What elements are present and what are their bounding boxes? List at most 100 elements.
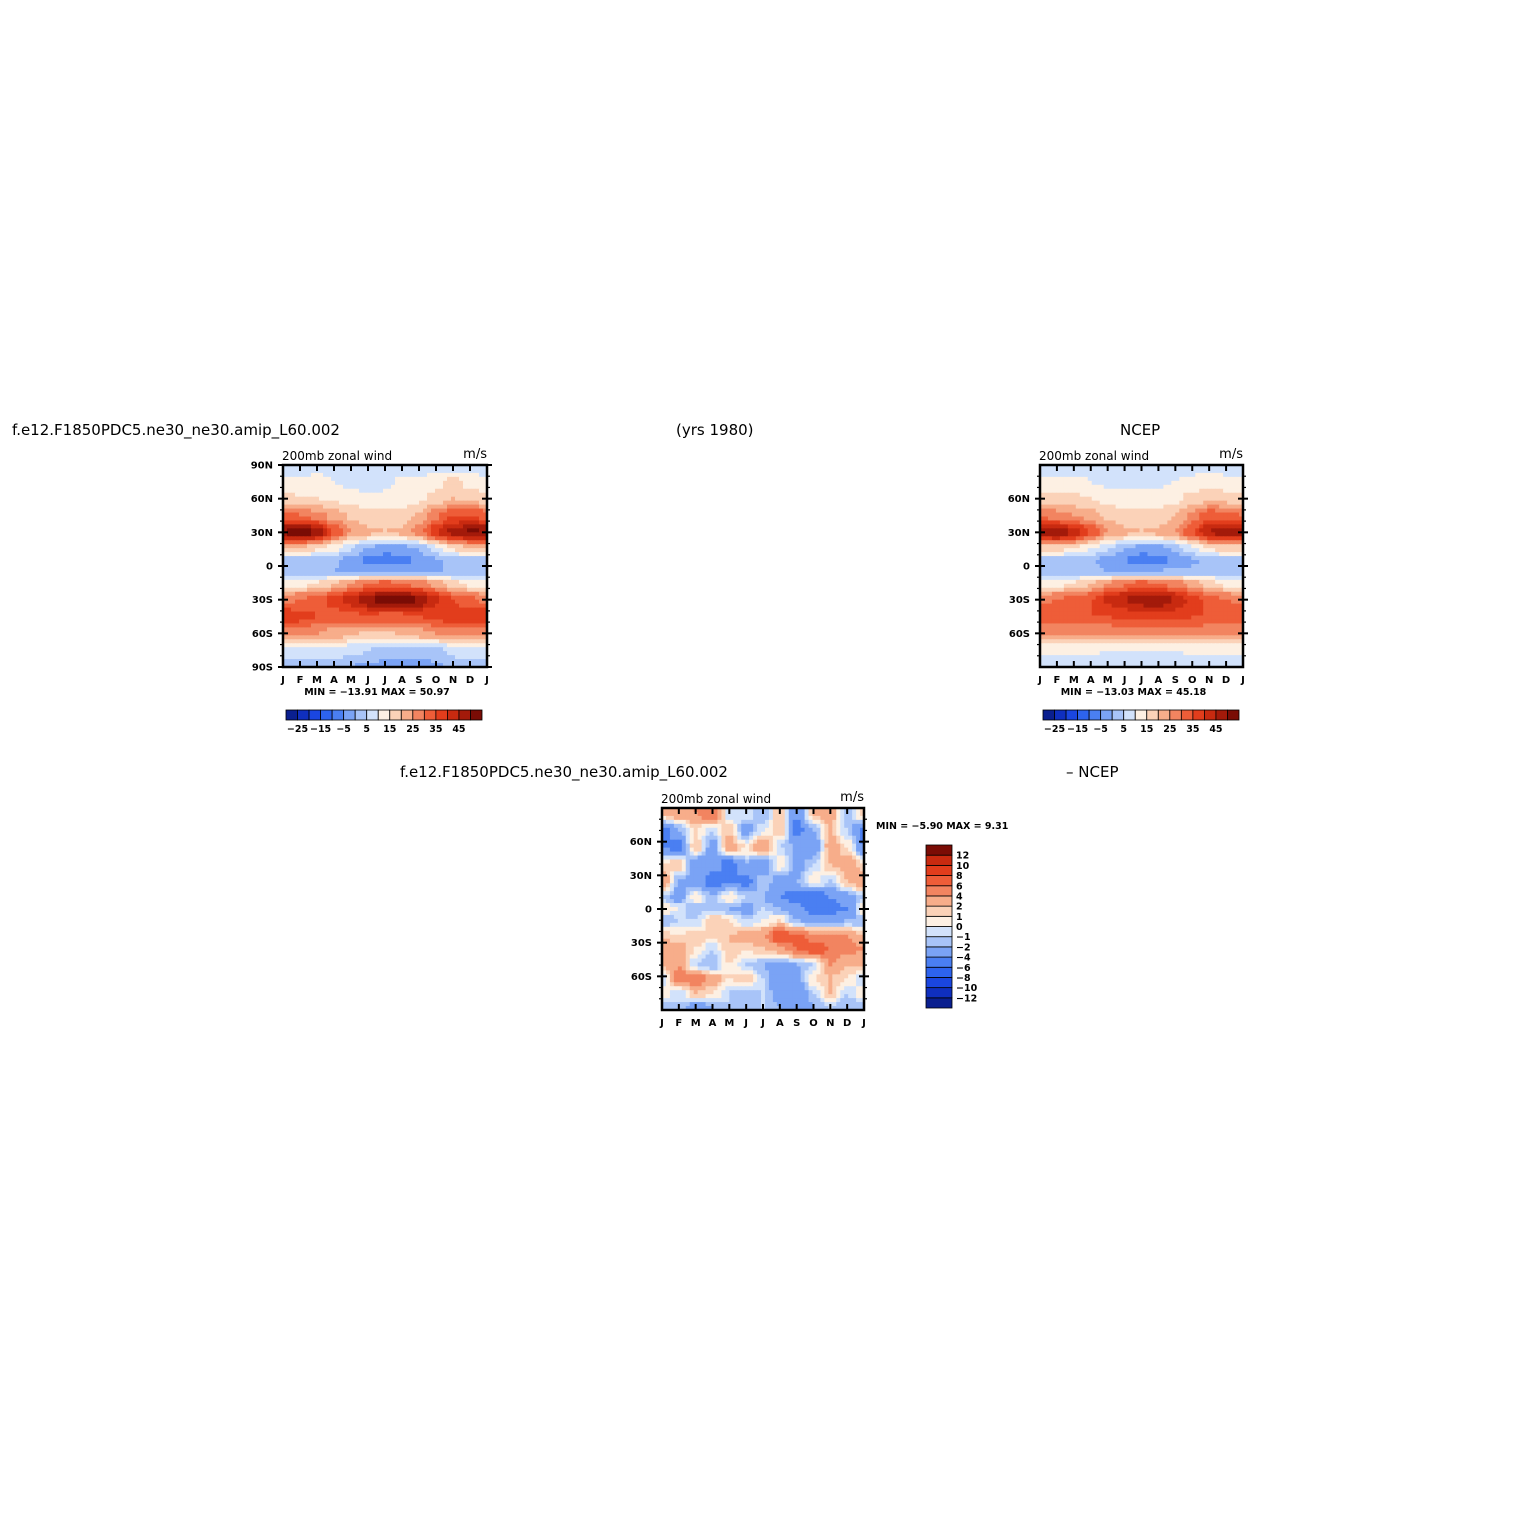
contour-cell (387, 488, 392, 494)
contour-cell (399, 520, 404, 526)
contour-cell (299, 583, 304, 589)
contour-cell (1067, 639, 1073, 644)
contour-cell (379, 619, 384, 625)
contour-cell (403, 591, 408, 597)
contour-cell (1227, 512, 1232, 518)
contour-cell (375, 472, 380, 478)
contour-cell (335, 583, 340, 589)
contour-cell (1207, 504, 1212, 510)
contour-cell (371, 548, 376, 553)
contour-cell (1063, 595, 1069, 601)
contour-cell (1179, 508, 1184, 514)
contour-cell (1223, 524, 1228, 529)
contour-cell (383, 552, 388, 557)
contour-cell (359, 512, 364, 518)
contour-cell (423, 472, 428, 478)
contour-cell (343, 575, 348, 581)
contour-cell (1095, 583, 1101, 589)
contour-cell (439, 659, 444, 664)
contour-cell (367, 496, 372, 502)
contour-cell (391, 655, 396, 660)
contour-cell (303, 528, 308, 533)
contour-cell (1191, 552, 1196, 557)
contour-cell (1227, 560, 1232, 565)
contour-cell (351, 492, 356, 498)
contour-cell (379, 516, 384, 522)
contour-cell (443, 488, 448, 494)
contour-cell (1215, 587, 1220, 593)
contour-cell (411, 643, 416, 648)
contour-cell (1175, 544, 1180, 549)
contour-cell (1183, 484, 1188, 490)
contour-cell (479, 595, 484, 601)
contour-cell (1195, 532, 1200, 537)
contour-cell (1151, 520, 1157, 526)
contour-cell (1163, 548, 1168, 553)
contour-cell (471, 663, 476, 668)
contour-cell (431, 639, 436, 644)
contour-cell (295, 643, 300, 648)
contour-cell (443, 607, 448, 613)
contour-cell (435, 524, 440, 529)
contour-cell (327, 504, 332, 510)
contour-cell (1079, 615, 1085, 621)
contour-cell (1139, 504, 1145, 510)
contour-cell (299, 564, 304, 569)
contour-cell (447, 516, 452, 522)
contour-cell (1071, 532, 1077, 537)
contour-cell (287, 579, 292, 585)
contour-cell (1179, 627, 1184, 632)
contour-cell (1207, 623, 1212, 628)
contour-cell (447, 647, 452, 652)
contour-cell (471, 492, 476, 498)
contour-cell (1211, 567, 1216, 573)
contour-cell (1075, 465, 1081, 470)
contour-cell (299, 556, 304, 561)
contour-cell (1167, 508, 1172, 514)
contour-cell (1111, 488, 1117, 494)
contour-cell (395, 607, 400, 613)
contour-cell (1063, 512, 1069, 518)
contour-cell (471, 595, 476, 601)
contour-cell (1211, 571, 1216, 577)
contour-cell (339, 540, 344, 545)
contour-cell (483, 627, 488, 632)
contour-cell (387, 512, 392, 518)
contour-cell (379, 603, 384, 609)
x-tick-label: A (330, 675, 338, 686)
contour-cell (1203, 595, 1208, 601)
contour-cell (1099, 520, 1105, 526)
contour-cell (447, 659, 452, 664)
contour-cell (1155, 635, 1161, 640)
contour-cell (459, 536, 464, 541)
contour-cell (1143, 552, 1149, 557)
contour-cell (1171, 524, 1176, 529)
contour-cell (343, 516, 348, 522)
contour-cell (483, 520, 488, 526)
contour-cell (1063, 560, 1069, 565)
contour-cell (387, 611, 392, 617)
contour-cell (431, 571, 436, 577)
contour-cell (1095, 607, 1101, 613)
contour-cell (363, 548, 368, 553)
contour-cell (455, 472, 460, 478)
contour-cell (1115, 472, 1121, 478)
contour-cell (399, 611, 404, 617)
contour-cell (311, 655, 316, 660)
contour-cell (1107, 615, 1113, 621)
contour-cell (447, 651, 452, 656)
contour-cell (1095, 492, 1101, 498)
contour-cell (355, 484, 360, 490)
contour-cell (455, 500, 460, 506)
contour-cell (311, 631, 316, 636)
contour-cell (475, 468, 480, 474)
contour-cell (1139, 560, 1145, 565)
contour-cell (287, 659, 292, 664)
contour-cell (291, 492, 296, 498)
contour-cell (1163, 599, 1168, 605)
contour-cell (1147, 623, 1153, 628)
contour-cell (371, 488, 376, 494)
contour-cell (375, 465, 380, 470)
contour-cell (1187, 552, 1192, 557)
contour-cell (1175, 465, 1180, 470)
